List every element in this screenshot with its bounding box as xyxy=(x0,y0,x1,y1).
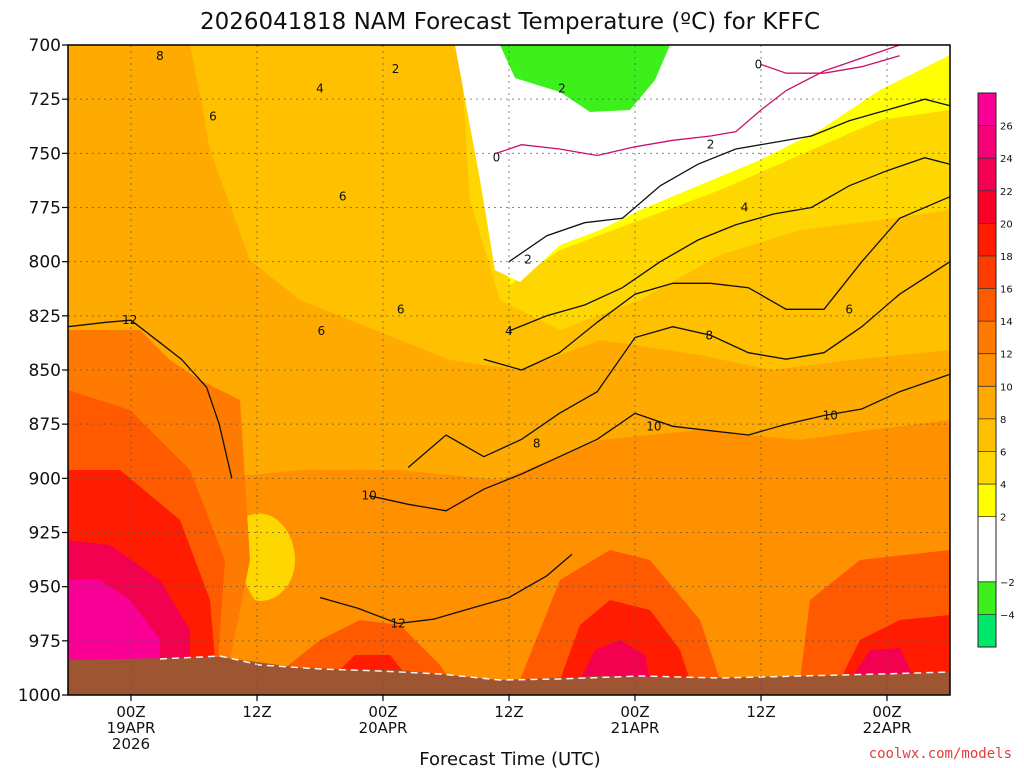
y-tick-label: 700 xyxy=(29,36,61,56)
colorbar-swatch xyxy=(978,353,996,387)
x-tick-label: 12Z xyxy=(494,703,523,721)
contour-label: 6 xyxy=(317,324,325,338)
contour-label: 2 xyxy=(558,81,566,95)
colorbar-swatch xyxy=(978,190,996,224)
y-tick-label: 925 xyxy=(29,524,61,544)
contour-label: 6 xyxy=(209,110,217,124)
colorbar-tick-label: 20 xyxy=(1000,219,1013,230)
colorbar-swatch xyxy=(978,581,996,615)
contour-label: 10 xyxy=(361,489,376,503)
colorbar-tick-label: 12 xyxy=(1000,350,1013,361)
y-tick-label: 775 xyxy=(29,199,61,219)
contour-lines xyxy=(67,44,951,625)
credit-text: coolwx.com/models xyxy=(869,746,1012,762)
x-tick-label: 00Z xyxy=(368,703,397,721)
x-tick-label: 19APR xyxy=(107,719,156,737)
colorbar-tick-label: 4 xyxy=(1000,480,1006,491)
contour-line xyxy=(508,98,951,263)
y-tick-label: 825 xyxy=(29,307,61,327)
contour-label: 4 xyxy=(316,81,324,95)
colorbar-swatch xyxy=(978,255,996,289)
y-tick-label: 725 xyxy=(29,90,61,110)
y-tick-label: 975 xyxy=(29,632,61,652)
colorbar-swatch xyxy=(978,321,996,354)
x-tick-label: 12Z xyxy=(746,703,775,721)
colorbar-tick-label: 22 xyxy=(1000,187,1013,198)
contour-label: 12 xyxy=(122,313,137,327)
y-tick-label: 900 xyxy=(29,469,61,489)
colorbar-tick-label: −2 xyxy=(1000,578,1015,589)
colorbar-tick-label: 16 xyxy=(1000,285,1013,296)
y-tick-label: 1000 xyxy=(18,686,61,706)
contour-label: 0 xyxy=(493,151,501,165)
colorbar: 26 24 22 20 18 16 14 12 10 8 6 4 2 −2 −4 xyxy=(977,92,1015,648)
colorbar-swatch xyxy=(978,418,996,452)
contour-label: 0 xyxy=(755,58,763,72)
contour-line xyxy=(760,55,900,74)
contour-label: 12 xyxy=(390,617,405,631)
contour-line xyxy=(67,319,233,479)
colorbar-swatch xyxy=(978,125,996,159)
colorbar-tick-label: 24 xyxy=(1000,154,1013,165)
contour-label: 2 xyxy=(707,138,715,152)
colorbar-swatch xyxy=(978,386,996,419)
contour-label: 4 xyxy=(741,201,749,215)
contour-line xyxy=(483,196,951,371)
colorbar-tick-label: 2 xyxy=(1000,513,1006,524)
x-tick-label: 00Z xyxy=(620,703,649,721)
colorbar-tick-label: 14 xyxy=(1000,317,1013,328)
colorbar-swatch xyxy=(978,484,996,517)
contour-line xyxy=(319,553,573,625)
grid-lines xyxy=(68,45,950,695)
x-tick-label: 20APR xyxy=(359,719,408,737)
colorbar-swatch xyxy=(978,614,996,647)
x-tick-label: 21APR xyxy=(611,719,660,737)
contour-label: 6 xyxy=(339,190,347,204)
x-tick-label: 22APR xyxy=(863,719,912,737)
y-tick-label: 875 xyxy=(29,415,61,435)
chart-title: 2026041818 NAM Forecast Temperature (ºC)… xyxy=(200,9,820,35)
contour-line xyxy=(508,157,951,332)
contour-line xyxy=(407,261,951,468)
colorbar-tick-label: 8 xyxy=(1000,415,1006,426)
colorbar-swatch xyxy=(978,549,996,582)
contour-labels: 8 2 4 6 2 0 0 2 4 6 2 6 12 6 6 4 8 10 10 8 10 12 xyxy=(122,49,853,631)
colorbar-tick-label: 6 xyxy=(1000,447,1006,458)
colorbar-swatch xyxy=(978,93,996,126)
x-tick-label: 00Z xyxy=(872,703,901,721)
colorbar-swatch xyxy=(978,451,996,485)
colorbar-frame xyxy=(977,92,997,648)
contour-label: 10 xyxy=(823,409,838,423)
x-tick-label: 00Z xyxy=(116,703,145,721)
colorbar-tick-label: 26 xyxy=(1000,122,1013,133)
contour-label: 2 xyxy=(524,253,532,267)
x-tick-label: 2026 xyxy=(112,735,150,753)
x-tick-label: 12Z xyxy=(242,703,271,721)
colorbar-tick-label: 18 xyxy=(1000,252,1013,263)
y-tick-label: 800 xyxy=(29,253,61,273)
colorbar-swatch xyxy=(978,516,996,550)
colorbar-tick-label: −4 xyxy=(1000,610,1015,621)
colorbar-swatch xyxy=(978,223,996,256)
y-tick-label: 850 xyxy=(29,361,61,381)
colorbar-tick-label: 10 xyxy=(1000,382,1013,393)
y-tick-label: 950 xyxy=(29,578,61,598)
contour-line xyxy=(368,373,951,512)
contour-label: 2 xyxy=(392,62,400,76)
x-axis-label: Forecast Time (UTC) xyxy=(419,749,600,768)
colorbar-swatch xyxy=(978,288,996,322)
contour-label: 8 xyxy=(706,328,714,342)
y-axis: 700 725 750 775 800 825 850 875 900 925 950 975 1000 xyxy=(18,36,68,706)
contour-label: 8 xyxy=(533,437,541,451)
contour-label: 4 xyxy=(505,324,513,338)
contour-label: 6 xyxy=(397,302,405,316)
colorbar-swatch xyxy=(978,158,996,191)
contour-label: 10 xyxy=(646,419,661,433)
y-tick-label: 750 xyxy=(29,144,61,164)
contour-label: 8 xyxy=(156,49,164,63)
contour-line xyxy=(496,44,900,157)
contour-label: 6 xyxy=(845,302,853,316)
